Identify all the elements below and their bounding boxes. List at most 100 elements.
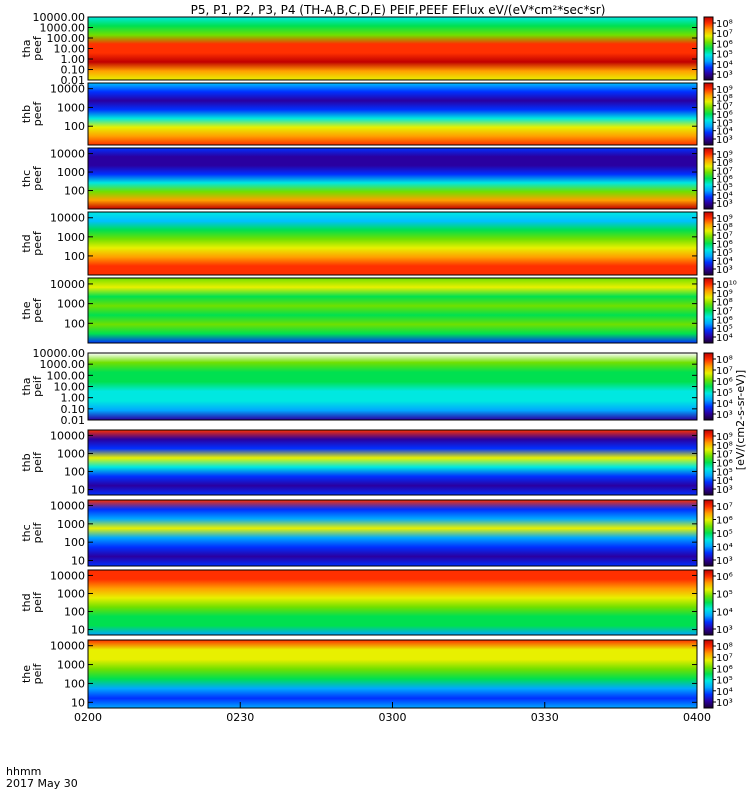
colorbar-tick-label: 10⁴ <box>716 476 733 487</box>
ytick-label: 10 <box>71 484 85 497</box>
colorbar-tick-label: 10⁸ <box>716 355 733 366</box>
colorbar <box>703 211 714 276</box>
ylabel: thc <box>20 524 33 541</box>
colorbar-tick-label: 10³ <box>716 135 733 146</box>
ylabel: peif <box>31 451 44 473</box>
colorbar-tick-label: 10⁶ <box>716 664 733 675</box>
colorbar-tick-label: 10⁵ <box>716 118 733 129</box>
colorbar-tick-label: 10⁴ <box>716 543 733 554</box>
ytick-label: 1000.00 <box>40 358 86 371</box>
spectrogram-image <box>88 570 697 635</box>
panel-frame <box>87 277 698 344</box>
colorbar-tick-label: 10⁴ <box>716 127 733 138</box>
ytick-label: 0.10 <box>61 403 86 416</box>
colorbar-tick-label: 10⁷ <box>716 502 733 513</box>
colorbar-tick-label: 10⁴ <box>716 257 733 268</box>
ytick-label: 100.00 <box>47 32 86 45</box>
colorbar-tick-label: 10¹⁰ <box>716 280 737 291</box>
panel-frame <box>87 147 698 210</box>
colorbar <box>703 82 714 146</box>
ytick-label: 1000 <box>57 587 85 600</box>
colorbar-tick-label: 10⁶ <box>716 175 733 186</box>
ytick-label: 10000 <box>50 278 85 291</box>
ylabel: peef <box>31 297 44 323</box>
colorbar-tick-label: 10⁴ <box>716 60 733 71</box>
colorbar-tick-label: 10⁵ <box>716 467 733 478</box>
spectrogram-image <box>88 83 697 145</box>
spectrogram-image <box>88 353 697 420</box>
colorbar-tick-label: 10⁵ <box>716 248 733 259</box>
colorbar-tick-label: 10³ <box>716 70 733 81</box>
colorbar-tick-label: 10⁹ <box>716 214 733 225</box>
colorbar-tick-label: 10⁹ <box>716 289 733 300</box>
ytick-label: 100 <box>64 120 85 133</box>
ytick-label: 10000 <box>50 212 85 225</box>
colorbar-tick-label: 10⁴ <box>716 607 733 618</box>
ylabel: peef <box>31 35 44 61</box>
colorbar-tick-label: 10⁶ <box>716 377 733 388</box>
ytick-label: 10000 <box>50 500 85 513</box>
colorbar-tick-label: 10⁷ <box>716 102 733 113</box>
spectrogram-image <box>88 148 697 209</box>
ytick-label: 1000 <box>57 166 85 179</box>
ytick-label: 10.00 <box>54 381 86 394</box>
ytick-label: 0.01 <box>61 74 86 87</box>
time-axis: 0200 0230 0300 0330 0400 <box>74 702 711 724</box>
ytick-label: 10 <box>71 696 85 709</box>
ylabel: peif <box>31 522 44 544</box>
ytick-label: 10 <box>71 554 85 567</box>
ytick-label: 100 <box>64 250 85 263</box>
colorbar-tick-label: 10³ <box>716 556 733 567</box>
colorbar-tick-label: 10⁶ <box>716 572 733 583</box>
ylabel: the <box>20 665 33 683</box>
colorbar-tick-label: 10⁷ <box>716 166 733 177</box>
colorbar-tick-label: 10⁶ <box>716 240 733 251</box>
colorbar <box>703 147 714 210</box>
ytick-label: 1000 <box>57 298 85 311</box>
time-axis-label: hhmm <box>6 765 41 778</box>
colorbar-tick-label: 10⁶ <box>716 516 733 527</box>
colorbar-tick-label: 10⁹ <box>716 150 733 161</box>
ylabel: peif <box>31 375 44 397</box>
colorbar-tick-label: 10⁷ <box>716 29 733 40</box>
colorbar-tick-label: 10⁵ <box>716 388 733 399</box>
ytick-label: 1000 <box>57 447 85 460</box>
colorbar-tick-label: 10⁸ <box>716 223 733 234</box>
panel-frame <box>87 82 698 146</box>
ytick-label: 1000 <box>57 231 85 244</box>
colorbar-tick-label: 10⁶ <box>716 110 733 121</box>
colorbar-tick-label: 10⁵ <box>716 324 733 335</box>
xtick-label: 0400 <box>683 711 711 724</box>
ylabel: thb <box>20 105 33 123</box>
xtick-label: 0230 <box>226 711 254 724</box>
colorbar-tick-label: 10⁴ <box>716 191 733 202</box>
colorbar <box>703 569 714 636</box>
panel-frame <box>87 211 698 276</box>
colorbar-tick-label: 10⁵ <box>716 529 733 540</box>
spectrogram-image <box>88 17 697 80</box>
spectrogram-image <box>88 640 697 708</box>
colorbar-tick-label: 10⁶ <box>716 459 733 470</box>
xtick-label: 0300 <box>379 711 407 724</box>
colorbar-tick-label: 10⁷ <box>716 653 733 664</box>
colorbar-tick-label: 10⁸ <box>716 19 733 30</box>
ylabel: peef <box>31 230 44 256</box>
spectrogram-image <box>88 278 697 343</box>
colorbar-tick-label: 10⁸ <box>716 441 733 452</box>
colorbar-tick-label: 10⁹ <box>716 432 733 443</box>
ytick-label: 10000 <box>50 569 85 582</box>
colorbar-tick-label: 10⁴ <box>716 399 733 410</box>
panel-frame <box>87 429 698 496</box>
colorbar <box>703 499 714 567</box>
ytick-label: 1000 <box>57 101 85 114</box>
colorbar <box>703 277 714 344</box>
ytick-label: 1000 <box>57 518 85 531</box>
colorbar-tick-label: 10⁷ <box>716 366 733 377</box>
ytick-label: 1000.00 <box>40 22 86 35</box>
